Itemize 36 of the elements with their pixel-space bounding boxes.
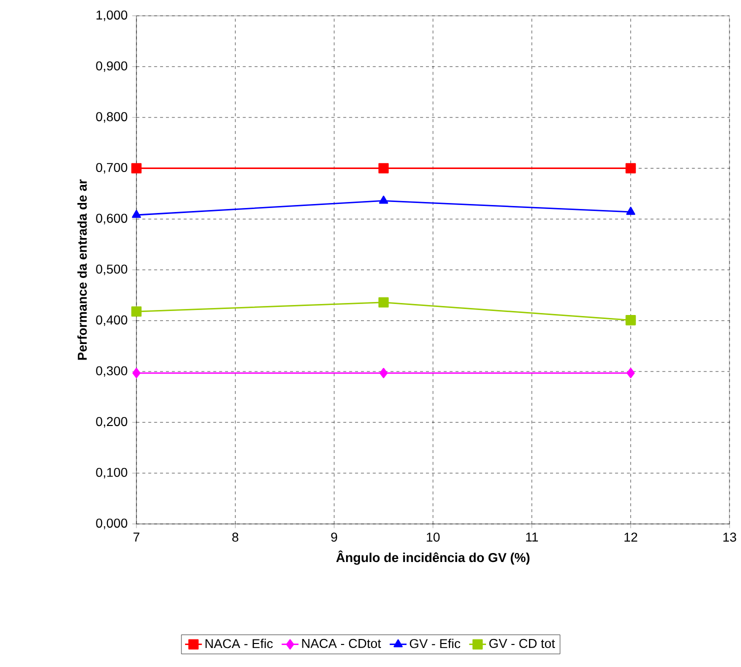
point (378, 162, 389, 174)
y-axis-title: Performance da entrada de ar (77, 179, 87, 360)
point (626, 314, 636, 326)
y-tick-label: 0,400 (96, 315, 128, 326)
point (132, 368, 140, 378)
x-tick-label: 10 (426, 532, 440, 542)
y-tick-label: 0,700 (96, 162, 128, 174)
point (378, 297, 389, 308)
y-tick-label: 0,300 (96, 366, 128, 377)
point (380, 368, 388, 378)
x-tick-label: 13 (723, 532, 736, 542)
y-tick-label: 0,100 (96, 468, 128, 478)
x-tick-label: 7 (134, 532, 140, 542)
x-tick-label: 8 (232, 532, 238, 542)
legend-label: GV - Efic (410, 638, 460, 648)
point (132, 210, 141, 218)
x-tick-label: 9 (331, 532, 338, 542)
x-tick-label: 12 (624, 532, 638, 542)
y-tick-label: 1,000 (96, 10, 128, 21)
point (626, 162, 636, 174)
y-tick-label: 0,900 (96, 61, 128, 72)
point (626, 368, 635, 378)
x-tick-label: 11 (526, 532, 538, 542)
y-tick-label: 0,200 (96, 416, 128, 428)
point (131, 162, 142, 174)
x-axis-title: Ângulo de incidência do GV (%) (336, 550, 530, 565)
point (379, 195, 388, 204)
y-tick-label: 0,600 (96, 214, 128, 224)
legend-label: NACA - Efic (206, 638, 273, 648)
point (131, 306, 142, 317)
y-tick-label: 0,800 (96, 112, 128, 123)
point (626, 206, 636, 215)
legend-label: NACA - CDtot (302, 638, 382, 648)
y-tick-label: 0,000 (96, 518, 128, 530)
legend-label: GV - CD tot (489, 638, 555, 648)
y-tick-label: 0,500 (96, 264, 128, 276)
